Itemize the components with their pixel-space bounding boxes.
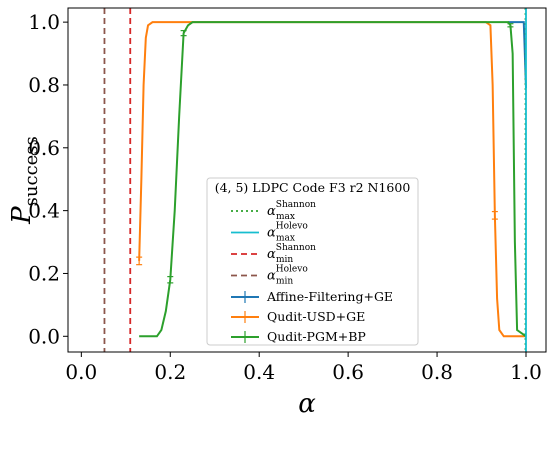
- y-tick-label: 0.0: [28, 324, 60, 348]
- series-line: [139, 21, 527, 338]
- legend-sup: Shannon: [276, 200, 316, 210]
- legend-sup: Holevo: [276, 265, 308, 275]
- legend-sub: min: [276, 255, 293, 265]
- y-tick-label: 0.2: [28, 261, 60, 285]
- legend-label: Affine-Filtering+GE: [266, 289, 393, 304]
- legend-sup: Shannon: [276, 243, 316, 253]
- legend-label: αHolevo min: [267, 265, 308, 287]
- legend-box: [206, 177, 419, 346]
- error-bar: [491, 210, 498, 220]
- x-tick-label: 0.8: [421, 360, 453, 384]
- legend-label: Qudit-USD+GE: [267, 309, 365, 324]
- y-tick-label: 1.0: [28, 10, 60, 34]
- legend-label: αShannon min: [267, 243, 316, 265]
- legend-sub: max: [276, 212, 295, 222]
- series-line: [508, 21, 527, 89]
- error-bar: [507, 23, 514, 28]
- y-label-symbol: P: [7, 206, 37, 225]
- legend-label: Qudit-PGM+BP: [267, 329, 366, 344]
- legend-title: (4, 5) LDPC Code F3 r2 N1600: [215, 180, 411, 195]
- x-axis-label: α: [298, 389, 316, 419]
- legend-label: αShannon max: [267, 200, 316, 222]
- x-tick-label: 0.6: [332, 360, 364, 384]
- y-label-sub: success: [21, 136, 42, 206]
- legend-symbol: α: [267, 269, 276, 284]
- legend-sub: max: [276, 234, 295, 244]
- legend-label: αHolevo max: [267, 222, 308, 244]
- x-tick-label: 1.0: [510, 360, 542, 384]
- y-tick-label: 0.4: [28, 199, 60, 223]
- legend-symbol: α: [267, 204, 276, 219]
- legend-symbol: α: [267, 226, 276, 241]
- legend-symbol: α: [267, 247, 276, 262]
- x-tick-label: 0.2: [154, 360, 186, 384]
- x-tick-label: 0.0: [65, 360, 97, 384]
- error-bar: [180, 30, 187, 37]
- legend-sub: min: [276, 277, 293, 287]
- plot-frame: [67, 7, 547, 353]
- error-bar: [136, 256, 143, 266]
- y-tick-label: 0.6: [28, 136, 60, 160]
- x-tick-label: 0.4: [243, 360, 275, 384]
- y-axis-label: Psuccess: [7, 136, 42, 225]
- error-bar: [167, 276, 174, 284]
- y-tick-label: 0.8: [28, 73, 60, 97]
- legend-sup: Holevo: [276, 222, 308, 232]
